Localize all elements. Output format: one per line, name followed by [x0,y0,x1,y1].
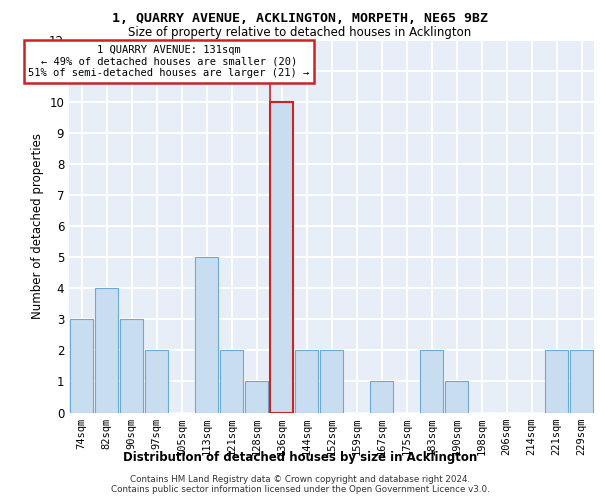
Bar [570,350,593,412]
Bar [420,350,443,412]
Text: 1, QUARRY AVENUE, ACKLINGTON, MORPETH, NE65 9BZ: 1, QUARRY AVENUE, ACKLINGTON, MORPETH, N… [112,12,488,24]
Bar [545,350,568,412]
Bar [220,350,243,412]
Bar [145,350,168,412]
Bar [445,382,468,412]
Bar [295,350,318,412]
Bar [320,350,343,412]
Text: Distribution of detached houses by size in Acklington: Distribution of detached houses by size … [123,451,477,464]
Bar [270,102,293,412]
Text: Contains HM Land Registry data © Crown copyright and database right 2024.: Contains HM Land Registry data © Crown c… [130,474,470,484]
Y-axis label: Number of detached properties: Number of detached properties [31,133,44,320]
Bar [70,320,93,412]
Text: Size of property relative to detached houses in Acklington: Size of property relative to detached ho… [128,26,472,39]
Bar [120,320,143,412]
Text: 1 QUARRY AVENUE: 131sqm
← 49% of detached houses are smaller (20)
51% of semi-de: 1 QUARRY AVENUE: 131sqm ← 49% of detache… [28,44,310,78]
Bar [195,258,218,412]
Bar [370,382,393,412]
Bar [95,288,118,412]
Text: Contains public sector information licensed under the Open Government Licence v3: Contains public sector information licen… [110,484,490,494]
Bar [245,382,268,412]
